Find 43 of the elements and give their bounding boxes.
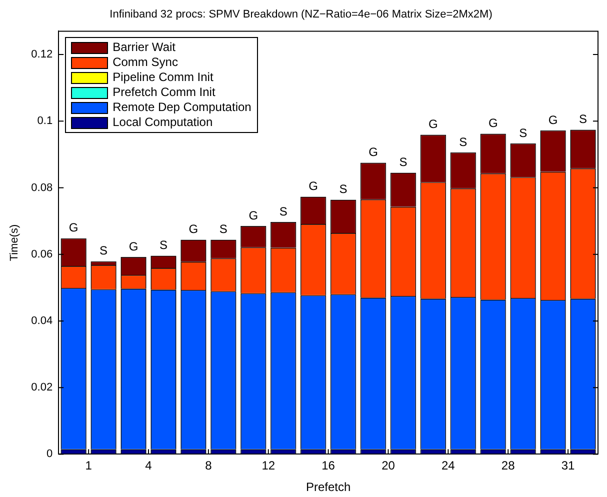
x-tick-label: S [100, 244, 108, 258]
text: 20 [382, 458, 396, 473]
text: 31 [561, 458, 576, 473]
y-tick-label: 0.06 [31, 248, 53, 260]
y-tick-label: 0.1 [37, 115, 53, 128]
x-tick-label: S [279, 204, 288, 218]
x-tick-label: G [248, 208, 258, 222]
text: 16 [322, 458, 336, 473]
text: 1 [85, 458, 92, 473]
x-tick-label: G [128, 239, 138, 254]
text: 28 [501, 458, 516, 473]
x-tick-label: G [368, 145, 378, 160]
chart-title: Infiniband 32 procs: SPMV Breakdown (NZ−Ratio=4e−06 Matrix Size=2Mx2M) [110, 8, 492, 21]
text: 12 [262, 458, 276, 473]
x-tick-label: S [159, 238, 168, 252]
legend-label: Local Computation [112, 115, 213, 130]
y-tick-label: 0.04 [31, 315, 53, 328]
x-tick-label: G [308, 179, 318, 194]
y-tick-label: 0.02 [31, 382, 53, 394]
x-tick-label: S [339, 182, 348, 196]
x-tick-label: S [519, 126, 528, 140]
y-axis-title: Time(s) [8, 224, 21, 262]
x-tick-label: G [548, 112, 558, 127]
x-tick-label: G [68, 220, 78, 235]
legend-label: Barrier Wait [112, 40, 176, 56]
x-tick-label: S [579, 112, 588, 126]
text: 4 [145, 458, 152, 473]
x-tick-label: G [488, 116, 498, 130]
legend-label: Remote Dep Computation [112, 100, 252, 116]
legend-label: Prefetch Comm Init [112, 85, 216, 100]
x-tick-label: G [188, 222, 198, 236]
text: 24 [441, 458, 456, 473]
legend-label: Comm Sync [112, 55, 178, 70]
y-tick-label: 0.12 [31, 48, 53, 61]
x-tick-label: S [219, 222, 228, 236]
x-tick-label: G [428, 117, 438, 132]
x-tick-label: S [459, 134, 468, 149]
text: 8 [205, 458, 212, 473]
y-tick-label: 0.08 [31, 182, 53, 194]
legend-label: Pipeline Comm Init [112, 70, 214, 86]
y-tick-label: 0 [46, 448, 53, 460]
x-axis-title: Prefetch [306, 480, 351, 494]
x-tick-label: S [399, 155, 408, 170]
